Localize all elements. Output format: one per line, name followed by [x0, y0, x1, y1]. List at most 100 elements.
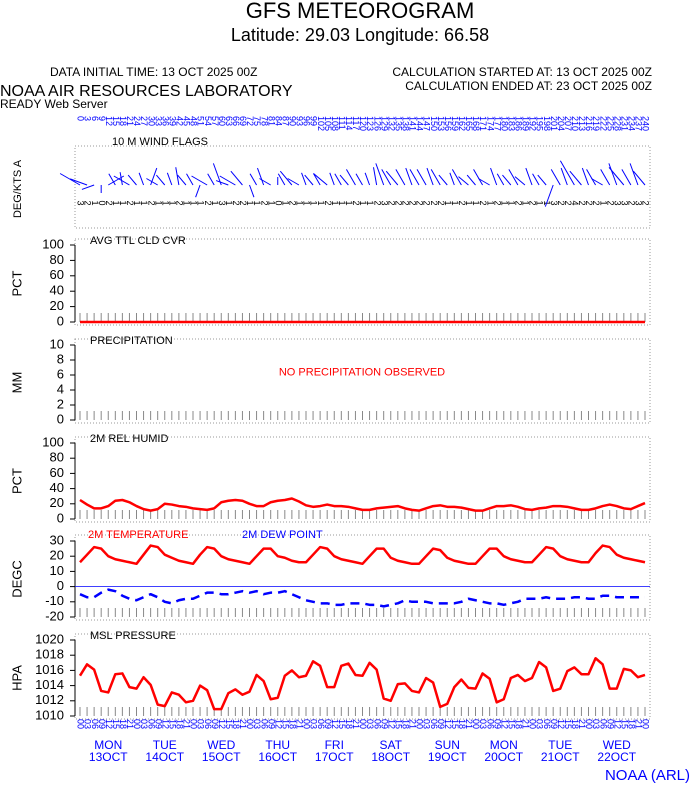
hour-label: 06 [372, 719, 382, 729]
forecast-hour-label: 204 [556, 116, 566, 131]
forecast-hour-label: 96 [302, 116, 312, 126]
wind-flag [409, 169, 420, 186]
date-label: 17OCT [315, 750, 354, 764]
forecast-hour-label: 144 [415, 116, 425, 131]
hour-label: 21 [464, 719, 474, 729]
hour-label: 03 [252, 719, 262, 729]
forecast-hour-label: 222 [598, 116, 608, 131]
wind-speed-label: 2 [478, 200, 488, 205]
wind-speed-label: 2 [83, 200, 93, 205]
series-line [79, 497, 646, 512]
hour-label: 09 [97, 719, 107, 729]
series-line [78, 656, 646, 711]
forecast-hour-label: 75 [252, 116, 262, 126]
forecast-hour-label: 231 [619, 116, 629, 131]
y-tick-label: 1018 [35, 647, 64, 662]
forecast-hour-label: 138 [401, 116, 411, 131]
wind-flag [395, 169, 406, 186]
forecast-hour-label: 111 [337, 116, 347, 130]
forecast-hour-label: 153 [436, 116, 446, 131]
wind-speed-label: 2 [323, 200, 333, 205]
y-tick-label: 20 [50, 495, 64, 510]
forecast-hour-label: 216 [584, 116, 594, 131]
forecast-hour-label: 120 [358, 116, 368, 131]
hour-label: 06 [542, 719, 552, 729]
day-label: WED [603, 738, 631, 752]
forecast-hour-label: 180 [499, 116, 509, 131]
hour-label: 00 [641, 719, 651, 729]
wind-speed-label: 1 [210, 200, 220, 205]
y-tick-label: 2 [57, 396, 64, 411]
hour-label: 15 [393, 719, 403, 729]
wind-speed-label: 2 [175, 200, 185, 205]
hour-label: 15 [224, 719, 234, 729]
hour-label: 18 [627, 719, 637, 729]
forecast-hour-label: 30 [146, 116, 156, 126]
y-tick-label: 80 [50, 450, 64, 465]
hour-label: 15 [167, 719, 177, 729]
wind-speed-label: 1 [196, 200, 206, 205]
hour-label: 21 [408, 719, 418, 729]
forecast-hour-label: 66 [231, 116, 241, 126]
y-axis-label: PCT [9, 468, 24, 494]
hour-label: 12 [556, 719, 566, 729]
wind-speed-label: 1 [471, 200, 481, 205]
wind-flag [591, 178, 603, 186]
y-tick-label: 10 [50, 563, 64, 578]
wind-flag [277, 173, 286, 186]
forecast-hour-label: 228 [612, 116, 622, 131]
hour-label: 15 [506, 719, 516, 729]
wind-speed-label: 2 [372, 200, 382, 205]
wind-flag [451, 169, 462, 186]
forecast-hour-label: 48 [189, 116, 199, 126]
hour-label: 15 [450, 719, 460, 729]
wind-flag [329, 172, 335, 186]
wind-flag [175, 167, 180, 186]
y-tick-label: -10 [45, 593, 64, 608]
hour-label: 00 [471, 719, 481, 729]
wind-flag [346, 169, 356, 186]
hour-label: 00 [189, 719, 199, 729]
forecast-hour-label: 36 [160, 116, 170, 126]
forecast-hour-label: 15 [111, 116, 121, 126]
hour-label: 21 [295, 719, 305, 729]
forecast-hour-label: 198 [542, 116, 552, 131]
hour-label: 21 [577, 719, 587, 729]
wind-speed-label: 1 [111, 200, 121, 205]
wind-speed-label: 1 [90, 200, 100, 205]
y-tick-label: 1016 [35, 662, 64, 677]
wind-flag [473, 169, 483, 186]
y-axis-label: MM [9, 372, 24, 394]
forecast-hour-label: 186 [514, 116, 524, 131]
wind-speed-label: 1 [266, 200, 276, 205]
wind-flag [466, 174, 476, 186]
y-tick-label: 1012 [35, 692, 64, 707]
wind-speed-label: 1 [280, 200, 290, 205]
hour-label: 12 [160, 719, 170, 729]
wind-speed-label: 2 [641, 200, 651, 205]
wind-flag [119, 172, 123, 186]
hour-label: 09 [153, 719, 163, 729]
wind-speed-label: 1 [344, 200, 354, 205]
forecast-hour-label: 87 [280, 116, 290, 126]
wind-speed-label: 3 [549, 200, 559, 205]
hour-label: 18 [401, 719, 411, 729]
forecast-hour-label: 60 [217, 116, 227, 126]
forecast-hour-label: 201 [549, 116, 559, 131]
wind-speed-label: 1 [224, 200, 234, 205]
wind-flag [313, 173, 321, 186]
wind-speed-label: 2 [203, 200, 213, 205]
forecast-hour-label: 165 [464, 116, 474, 131]
forecast-hour-label: 225 [605, 116, 615, 131]
hour-label: 06 [203, 719, 213, 729]
hour-label: 06 [146, 719, 156, 729]
forecast-hour-label: 33 [153, 116, 163, 126]
wind-speed-label: 3 [217, 200, 227, 205]
y-tick-label: 1020 [35, 631, 64, 646]
forecast-hour-label: 51 [196, 116, 206, 126]
wind-speed-label: 3 [619, 200, 629, 205]
forecast-hour-label: 213 [577, 116, 587, 131]
wind-speed-label: 1 [309, 200, 319, 205]
